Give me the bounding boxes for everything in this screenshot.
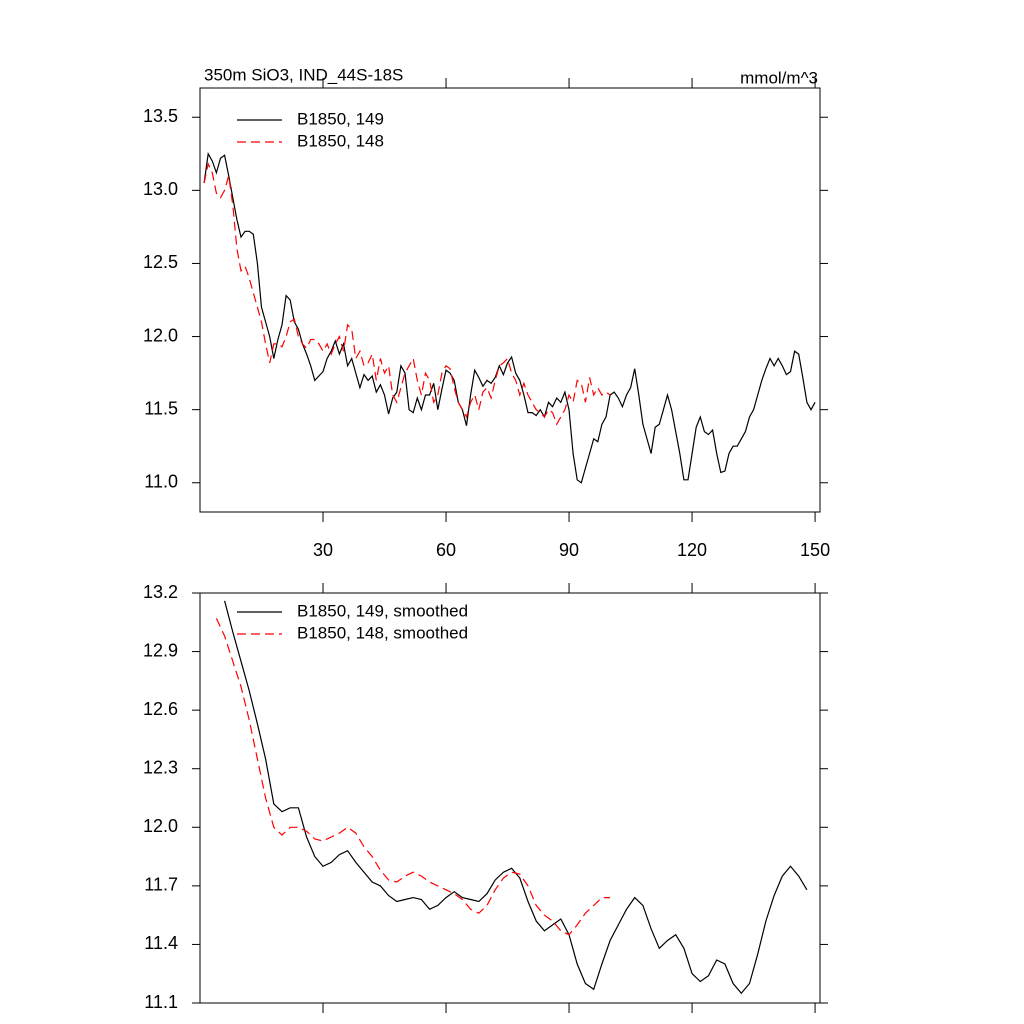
- y-tick-label: 12.0: [143, 325, 178, 345]
- y-tick-label: 11.4: [144, 933, 178, 953]
- y-tick-label: 11.1: [144, 992, 178, 1012]
- series-line: [203, 151, 816, 484]
- x-tick-label: 60: [436, 540, 456, 560]
- y-tick-label: 13.5: [143, 106, 178, 126]
- series-line: [203, 162, 611, 426]
- plot-frame: [199, 592, 821, 1004]
- y-tick-label: 13.0: [143, 179, 178, 199]
- y-tick-label: 12.5: [143, 252, 178, 272]
- legend-label: B1850, 148, smoothed: [297, 623, 468, 642]
- x-tick-label: 150: [800, 540, 830, 560]
- series-line: [215, 618, 611, 936]
- legend-label: B1850, 149: [297, 109, 384, 128]
- x-tick-label: 30: [313, 540, 333, 560]
- y-tick-label: 12.9: [143, 640, 178, 660]
- y-tick-label: 12.0: [143, 816, 178, 836]
- x-tick-label: 120: [677, 540, 707, 560]
- x-tick-label: 90: [559, 540, 579, 560]
- legend-label: B1850, 148: [297, 131, 384, 150]
- chart-title: 350m SiO3, IND_44S-18S: [204, 65, 403, 84]
- plot-frame: [199, 87, 821, 513]
- series-line: [224, 600, 808, 995]
- legend-label: B1850, 149, smoothed: [297, 601, 468, 620]
- y-tick-label: 12.6: [143, 699, 178, 719]
- y-tick-label: 12.3: [143, 757, 178, 777]
- y-tick-label: 11.5: [144, 398, 178, 418]
- units-label: mmol/m^3: [740, 68, 818, 87]
- y-tick-label: 11.7: [144, 875, 178, 895]
- y-tick-label: 13.2: [143, 582, 178, 602]
- y-tick-label: 11.0: [144, 472, 178, 492]
